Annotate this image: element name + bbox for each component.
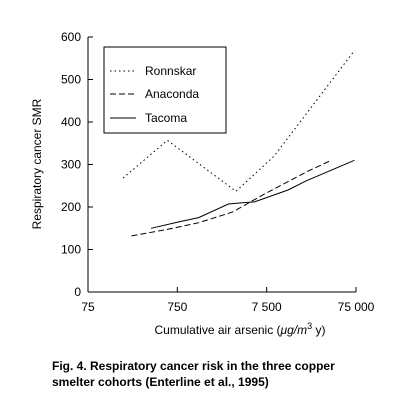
legend: Ronnskar Anaconda Tacoma — [103, 46, 227, 134]
y-axis-label: Respiratory cancer SMR — [30, 98, 44, 229]
y-tick-label: 200 — [61, 200, 81, 214]
legend-box — [103, 46, 227, 134]
series-layer — [122, 50, 355, 237]
legend-label-anaconda: Anaconda — [145, 87, 199, 101]
x-ticks: 75 750 7 500 75 000 — [81, 287, 375, 314]
series-line-anaconda — [131, 160, 330, 237]
x-axis-label-main: Cumulative air arsenic ( — [155, 323, 281, 337]
x-tick-label: 750 — [167, 300, 187, 314]
legend-label-ronnskar: Ronnskar — [145, 64, 196, 78]
x-axis-label: Cumulative air arsenic (μg/m3 y) — [155, 321, 326, 337]
series-line-ronnskar — [122, 50, 355, 192]
y-tick-label: 400 — [61, 115, 81, 129]
y-tick-label: 0 — [74, 285, 81, 299]
y-tick-label: 300 — [61, 158, 81, 172]
y-tick-label: 600 — [61, 30, 81, 44]
y-ticks: 0 100 200 300 400 500 600 — [61, 30, 93, 299]
legend-entry-anaconda: Anaconda — [110, 87, 199, 101]
y-tick-label: 100 — [61, 243, 81, 257]
y-tick-label: 500 — [61, 73, 81, 87]
legend-entry-ronnskar: Ronnskar — [110, 64, 196, 78]
legend-entry-tacoma: Tacoma — [110, 111, 187, 125]
x-tick-label: 75 000 — [338, 300, 375, 314]
x-tick-label: 75 — [81, 300, 95, 314]
x-tick-label: 7 500 — [252, 300, 282, 314]
x-axis-label-tail: y) — [312, 323, 325, 337]
x-axis-label-unit: μg/m — [280, 323, 308, 337]
series-line-tacoma — [150, 159, 355, 229]
caption-line-2: smelter cohorts (Enterline et al., 1995) — [52, 375, 269, 389]
figure-caption: Fig. 4. Respiratory cancer risk in the t… — [52, 358, 402, 390]
x-axis-label-sup: 3 — [307, 321, 312, 331]
caption-line-1: Fig. 4. Respiratory cancer risk in the t… — [52, 359, 335, 373]
chart: 0 100 200 300 400 500 600 75 750 7 500 75 000 Res… — [30, 30, 375, 337]
legend-label-tacoma: Tacoma — [145, 111, 187, 125]
